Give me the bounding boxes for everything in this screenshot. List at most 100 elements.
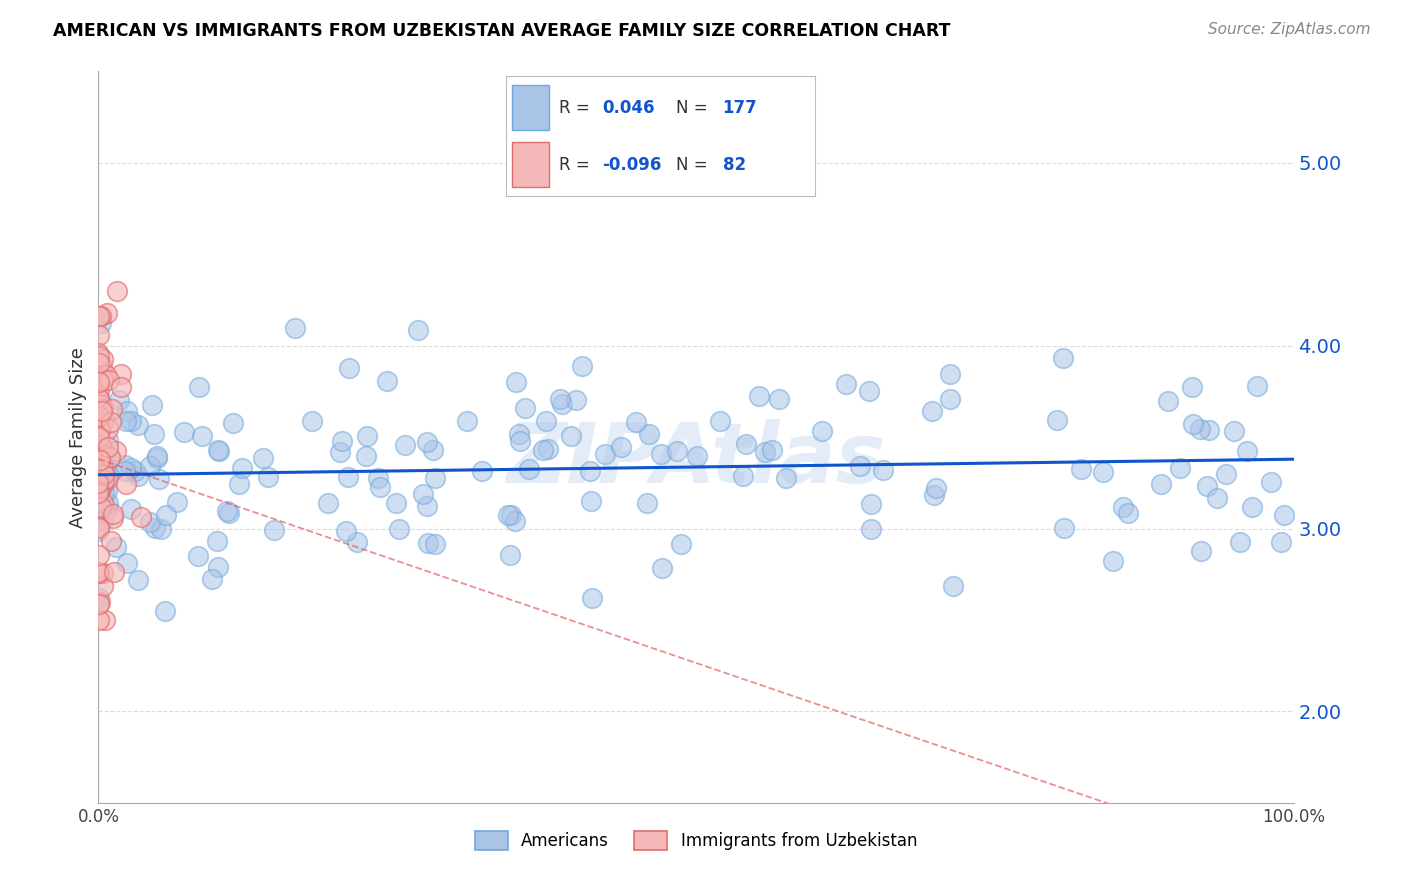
Text: R =: R =: [558, 156, 589, 174]
Point: [858, 384, 880, 398]
Point: [768, 392, 790, 407]
Point: [187, 380, 209, 394]
Point: [231, 461, 253, 475]
Text: N =: N =: [676, 156, 707, 174]
Point: [283, 321, 305, 335]
Point: [346, 534, 368, 549]
Point: [761, 442, 783, 457]
Point: [849, 459, 872, 474]
Point: [256, 469, 278, 483]
Point: [98, 469, 121, 483]
Point: [93, 411, 115, 425]
Point: [87, 524, 110, 538]
Point: [551, 397, 574, 411]
Point: [1215, 467, 1237, 481]
Point: [91, 407, 114, 421]
Point: [115, 556, 138, 570]
Point: [89, 467, 111, 482]
Point: [1206, 491, 1229, 505]
Point: [139, 515, 162, 529]
Point: [87, 425, 110, 439]
Point: [1070, 461, 1092, 475]
Point: [114, 464, 136, 478]
Point: [1046, 413, 1069, 427]
Point: [859, 522, 882, 536]
Point: [1189, 543, 1212, 558]
Point: [650, 447, 672, 461]
Point: [87, 346, 110, 360]
Point: [496, 508, 519, 522]
Point: [671, 537, 693, 551]
Point: [337, 469, 360, 483]
Y-axis label: Average Family Size: Average Family Size: [69, 347, 87, 527]
Point: [89, 409, 111, 424]
Point: [207, 443, 229, 458]
Point: [810, 425, 832, 439]
Point: [97, 434, 120, 448]
Point: [367, 471, 389, 485]
Point: [87, 419, 110, 434]
Point: [146, 451, 169, 466]
Legend: Americans, Immigrants from Uzbekistan: Americans, Immigrants from Uzbekistan: [468, 824, 924, 856]
Point: [89, 520, 111, 534]
Point: [560, 429, 582, 443]
Point: [335, 524, 357, 538]
Point: [422, 442, 444, 457]
Point: [215, 504, 238, 518]
Point: [142, 426, 165, 441]
Point: [90, 479, 112, 493]
Point: [145, 450, 167, 464]
Point: [228, 477, 250, 491]
Point: [1229, 535, 1251, 549]
Text: 0.046: 0.046: [602, 99, 655, 117]
Point: [143, 521, 166, 535]
Point: [89, 461, 111, 475]
Point: [571, 359, 593, 374]
Point: [415, 434, 437, 449]
Point: [578, 464, 600, 478]
Point: [127, 573, 149, 587]
Point: [149, 522, 172, 536]
Point: [89, 446, 111, 460]
Point: [1240, 500, 1263, 515]
Point: [105, 284, 128, 298]
Point: [938, 367, 960, 381]
Point: [1118, 506, 1140, 520]
Point: [97, 422, 120, 436]
Point: [101, 511, 124, 525]
Point: [124, 464, 146, 478]
Point: [89, 423, 111, 437]
Point: [593, 447, 616, 461]
Point: [872, 463, 894, 477]
Point: [93, 473, 115, 487]
Point: [98, 451, 121, 466]
Point: [1272, 508, 1295, 522]
Point: [87, 565, 110, 579]
Point: [509, 434, 531, 448]
Text: 82: 82: [723, 156, 745, 174]
Point: [87, 475, 110, 490]
Point: [456, 414, 478, 428]
Point: [89, 368, 111, 382]
Point: [368, 479, 391, 493]
Point: [499, 508, 522, 523]
Point: [127, 417, 149, 432]
Point: [87, 485, 110, 500]
Point: [91, 512, 114, 526]
Point: [938, 392, 960, 406]
Point: [141, 398, 163, 412]
Point: [651, 561, 673, 575]
Point: [94, 613, 117, 627]
Text: ZIPAtlas: ZIPAtlas: [506, 418, 886, 500]
Point: [100, 534, 122, 549]
Text: R =: R =: [558, 99, 589, 117]
Point: [91, 373, 114, 387]
Point: [1112, 500, 1135, 514]
Point: [97, 496, 120, 510]
Point: [531, 443, 554, 458]
Text: N =: N =: [676, 99, 707, 117]
Point: [748, 389, 770, 403]
Point: [87, 464, 110, 478]
Point: [207, 559, 229, 574]
Point: [121, 501, 143, 516]
